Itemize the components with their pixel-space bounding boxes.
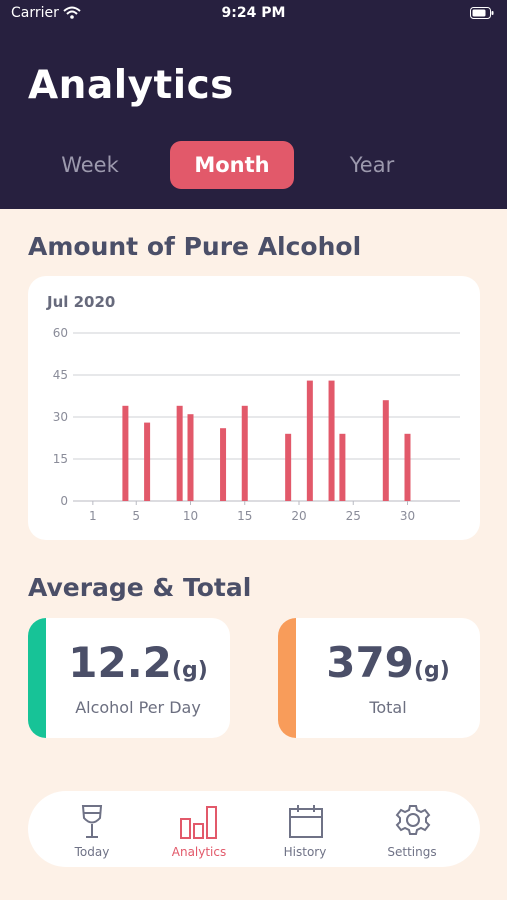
x-tick-label: 25 (346, 509, 361, 523)
chart-bar (404, 433, 411, 501)
page-title: Analytics (28, 63, 234, 108)
x-tick-label: 10 (183, 509, 198, 523)
x-tick-label: 1 (89, 509, 97, 523)
total-card: 379(g) Total (278, 618, 480, 738)
x-tick-label: 5 (132, 509, 140, 523)
calendar-icon (289, 805, 323, 838)
y-tick-label: 30 (53, 410, 68, 424)
total-accent-bar (278, 618, 296, 738)
battery-icon (470, 7, 494, 23)
carrier-label: Carrier (11, 5, 59, 21)
wine-glass-icon (81, 805, 103, 838)
avg-value: 12.2(g) (68, 638, 208, 687)
tab-settings[interactable]: Settings (367, 791, 457, 867)
tab-history[interactable]: History (260, 791, 350, 867)
status-bar: Carrier 9:24 PM (0, 5, 507, 25)
total-label: Total (369, 698, 407, 717)
tab-label-settings: Settings (387, 845, 437, 859)
tab-week[interactable]: Week (61, 153, 119, 177)
chart-bar (176, 405, 183, 501)
tab-month[interactable]: Month (170, 141, 294, 189)
stats-section-title: Average & Total (28, 573, 252, 602)
tab-analytics[interactable]: Analytics (154, 791, 244, 867)
chart-bar (241, 405, 248, 501)
chart-bar (306, 380, 313, 501)
y-tick-label: 0 (60, 494, 68, 508)
header-bar: Carrier 9:24 PM Analytics Week Month Yea… (0, 0, 507, 209)
total-value: 379(g) (326, 638, 450, 687)
chart-bar (285, 433, 292, 501)
tab-today[interactable]: Today (47, 791, 137, 867)
tab-year[interactable]: Year (349, 153, 395, 177)
x-tick-label: 30 (400, 509, 415, 523)
tab-label-analytics: Analytics (171, 845, 227, 859)
clock-time: 9:24 PM (221, 5, 286, 21)
tab-label-today: Today (74, 845, 110, 859)
chart-section-title: Amount of Pure Alcohol (28, 232, 362, 261)
chart-bar (382, 400, 389, 501)
x-tick-label: 15 (237, 509, 252, 523)
chart-bar (328, 380, 335, 501)
chart-bar (339, 433, 346, 501)
avg-per-day-card: 12.2(g) Alcohol Per Day (28, 618, 230, 738)
bar-chart-icon (180, 806, 217, 839)
y-tick-label: 60 (53, 326, 68, 340)
y-tick-label: 45 (53, 368, 68, 382)
x-tick-label: 20 (291, 509, 306, 523)
bottom-tab-bar: Today Analytics History Settings (28, 791, 480, 867)
chart-bar (220, 428, 227, 501)
chart-card: Jul 2020 0 15 30 45 60 1 5 10 15 20 25 30 (28, 276, 480, 540)
chart-period-label: Jul 2020 (47, 293, 116, 311)
chart-bar (187, 414, 194, 501)
avg-label: Alcohol Per Day (75, 698, 201, 717)
y-tick-label: 15 (53, 452, 68, 466)
tab-label-history: History (283, 845, 327, 859)
avg-accent-bar (28, 618, 46, 738)
chart-bar (122, 405, 129, 501)
gear-icon (395, 805, 431, 835)
wifi-icon (63, 6, 81, 23)
chart-bar (144, 422, 151, 501)
